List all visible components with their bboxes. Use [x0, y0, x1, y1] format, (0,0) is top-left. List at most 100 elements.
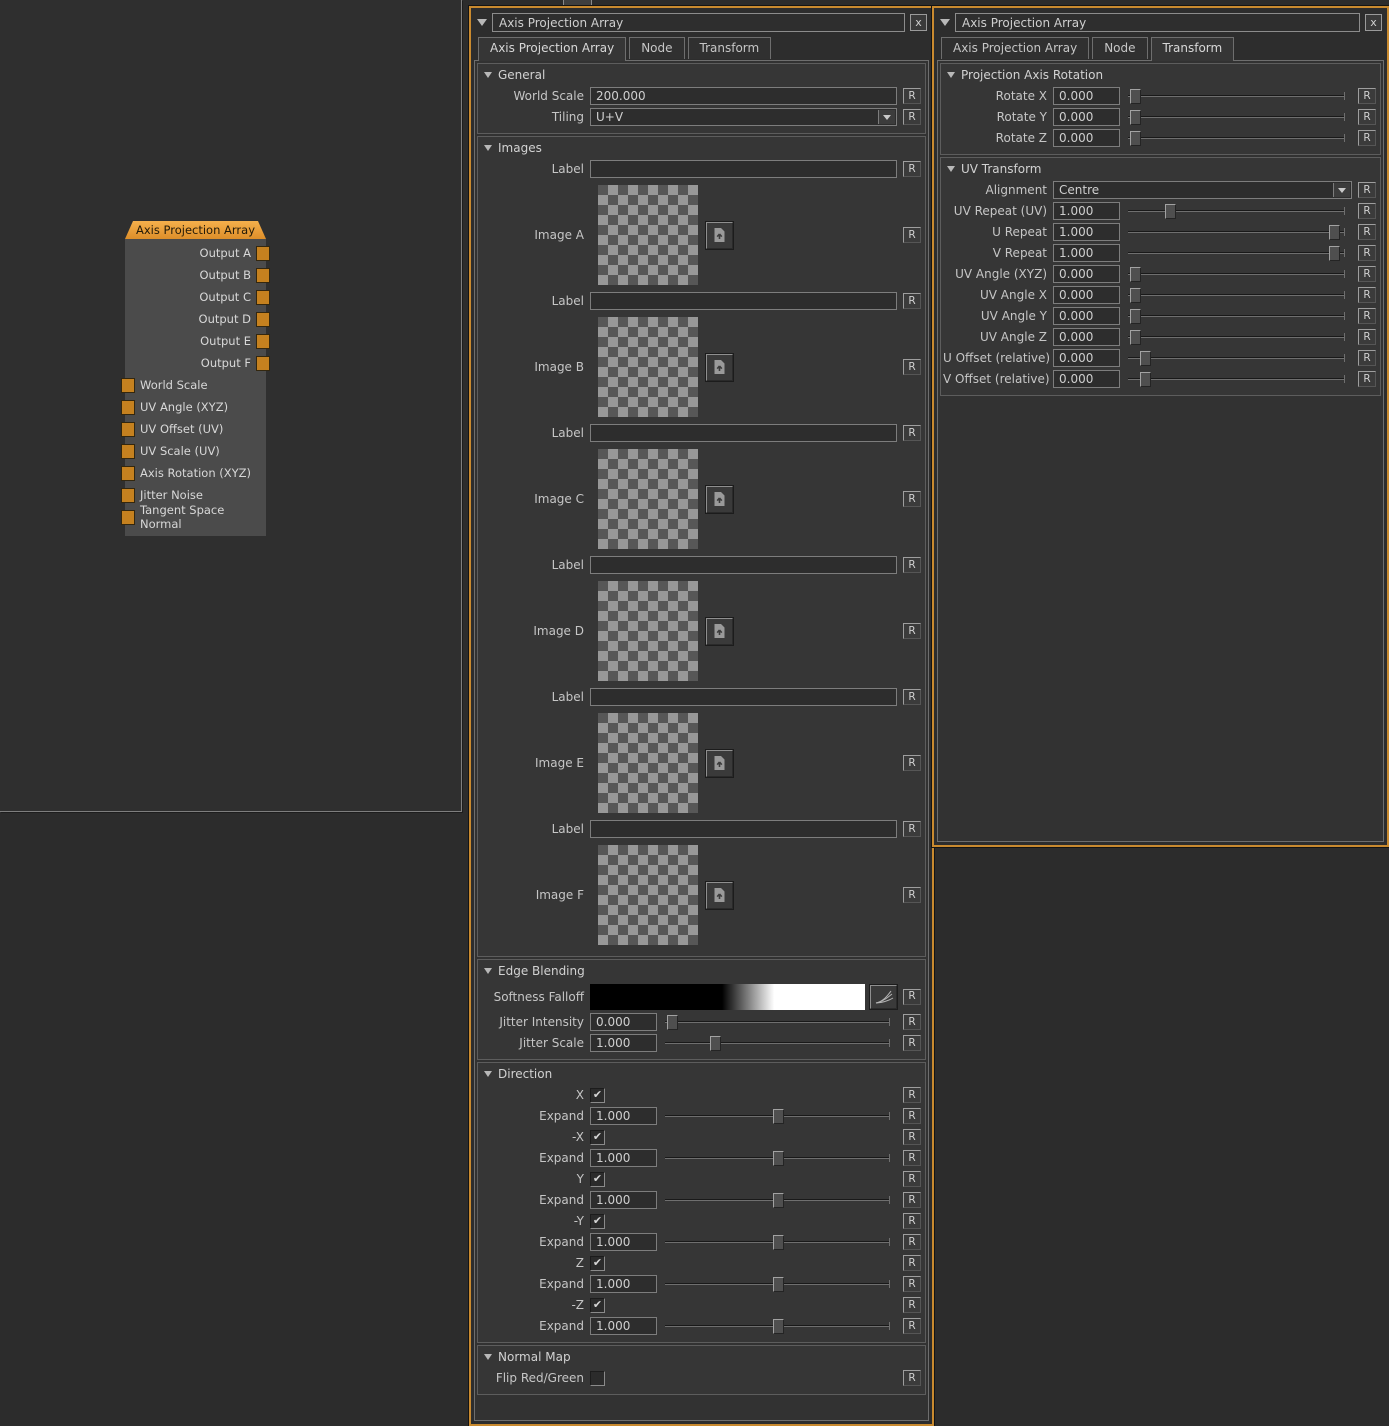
gradient-falloff-bar[interactable] [590, 983, 865, 1010]
reset-button[interactable]: R [1358, 308, 1376, 324]
dropdown[interactable]: Centre [1053, 181, 1352, 199]
number-input[interactable]: 1.000 [1053, 202, 1120, 220]
load-image-button[interactable] [706, 353, 733, 381]
slider-handle[interactable] [773, 1318, 784, 1334]
reset-button[interactable]: R [903, 1297, 921, 1313]
number-input[interactable]: 0.000 [1053, 349, 1120, 367]
number-input[interactable]: 0.000 [1053, 286, 1120, 304]
output-port[interactable] [256, 246, 270, 261]
reset-button[interactable]: R [903, 1276, 921, 1292]
checkbox[interactable]: ✔ [590, 1171, 605, 1187]
text-input[interactable] [590, 160, 897, 178]
slider[interactable] [1128, 350, 1345, 366]
slider-handle[interactable] [773, 1108, 784, 1124]
slider[interactable] [665, 1035, 890, 1051]
number-input[interactable]: 1.000 [590, 1107, 657, 1125]
image-thumbnail[interactable] [598, 317, 698, 417]
number-input[interactable]: 1.000 [590, 1149, 657, 1167]
reset-button[interactable]: R [1358, 203, 1376, 219]
edit-curve-button[interactable] [870, 984, 897, 1009]
slider[interactable] [1128, 203, 1345, 219]
input-port[interactable] [121, 466, 135, 481]
reset-button[interactable]: R [903, 1192, 921, 1208]
number-input[interactable]: 0.000 [1053, 307, 1120, 325]
load-image-button[interactable] [706, 221, 733, 249]
text-input[interactable]: 200.000 [590, 87, 897, 105]
reset-button[interactable]: R [1358, 329, 1376, 345]
number-input[interactable]: 0.000 [1053, 265, 1120, 283]
shader-node[interactable]: Axis Projection Array Output A Output B Out… [121, 221, 270, 536]
reset-button[interactable]: R [903, 887, 921, 903]
reset-button[interactable]: R [1358, 109, 1376, 125]
section-header[interactable]: Projection Axis Rotation [941, 64, 1380, 85]
reset-button[interactable]: R [903, 359, 921, 375]
slider[interactable] [665, 1150, 890, 1166]
reset-button[interactable]: R [903, 689, 921, 705]
input-port[interactable] [121, 444, 135, 459]
reset-button[interactable]: R [903, 491, 921, 507]
load-image-button[interactable] [706, 485, 733, 513]
image-thumbnail[interactable] [598, 449, 698, 549]
reset-button[interactable]: R [1358, 287, 1376, 303]
slider[interactable] [1128, 371, 1345, 387]
reset-button[interactable]: R [1358, 224, 1376, 240]
tab-transform[interactable]: Transform [1150, 37, 1235, 61]
image-thumbnail[interactable] [598, 713, 698, 813]
reset-button[interactable]: R [903, 988, 921, 1005]
tab-node[interactable]: Node [629, 37, 685, 59]
input-port[interactable] [121, 422, 135, 437]
reset-button[interactable]: R [903, 227, 921, 243]
reset-button[interactable]: R [1358, 350, 1376, 366]
slider[interactable] [1128, 88, 1345, 104]
reset-button[interactable]: R [1358, 245, 1376, 261]
slider[interactable] [1128, 130, 1345, 146]
reset-button[interactable]: R [903, 88, 921, 104]
slider-handle[interactable] [1130, 287, 1142, 303]
image-thumbnail[interactable] [598, 581, 698, 681]
checkbox[interactable]: ✔ [590, 1255, 605, 1271]
reset-button[interactable]: R [1358, 371, 1376, 387]
dropdown-arrow-icon[interactable] [1333, 183, 1350, 197]
load-image-button[interactable] [706, 617, 733, 645]
slider-handle[interactable] [1130, 88, 1142, 104]
number-input[interactable]: 0.000 [1053, 370, 1120, 388]
reset-button[interactable]: R [903, 1171, 921, 1187]
reset-button[interactable]: R [1358, 88, 1376, 104]
reset-button[interactable]: R [903, 293, 921, 309]
reset-button[interactable]: R [1358, 266, 1376, 282]
slider-handle[interactable] [1130, 308, 1142, 324]
section-header[interactable]: UV Transform [941, 158, 1380, 179]
input-port[interactable] [121, 488, 135, 503]
slider[interactable] [1128, 329, 1345, 345]
dropdown-arrow-icon[interactable] [878, 110, 895, 124]
text-input[interactable] [590, 292, 897, 310]
checkbox[interactable]: ✔ [590, 1129, 605, 1145]
slider-handle[interactable] [773, 1150, 784, 1166]
reset-button[interactable]: R [903, 1014, 921, 1030]
slider-handle[interactable] [1130, 329, 1142, 345]
close-button[interactable]: x [1365, 14, 1382, 31]
slider-handle[interactable] [1140, 371, 1152, 387]
number-input[interactable]: 1.000 [590, 1317, 657, 1335]
slider-handle[interactable] [1165, 203, 1177, 219]
number-input[interactable]: 1.000 [590, 1275, 657, 1293]
slider[interactable] [665, 1234, 890, 1250]
slider-handle[interactable] [1328, 224, 1340, 240]
close-button[interactable]: x [910, 14, 927, 31]
dropdown[interactable]: U+V [590, 108, 897, 126]
output-port[interactable] [256, 356, 270, 371]
reset-button[interactable]: R [903, 1035, 921, 1051]
reset-button[interactable]: R [903, 1318, 921, 1334]
section-header[interactable]: General [478, 64, 925, 85]
tab-node[interactable]: Node [1092, 37, 1148, 59]
slider[interactable] [665, 1318, 890, 1334]
reset-button[interactable]: R [903, 1370, 921, 1386]
checkbox[interactable]: ✔ [590, 1087, 605, 1103]
tab-transform[interactable]: Transform [687, 37, 772, 59]
input-port[interactable] [121, 378, 135, 393]
slider-handle[interactable] [1140, 350, 1152, 366]
panel-title-field[interactable]: Axis Projection Array [955, 13, 1360, 32]
slider-handle[interactable] [1130, 109, 1142, 125]
number-input[interactable]: 1.000 [1053, 223, 1120, 241]
node-graph-viewport[interactable]: Axis Projection Array Output A Output B Out… [0, 0, 462, 812]
